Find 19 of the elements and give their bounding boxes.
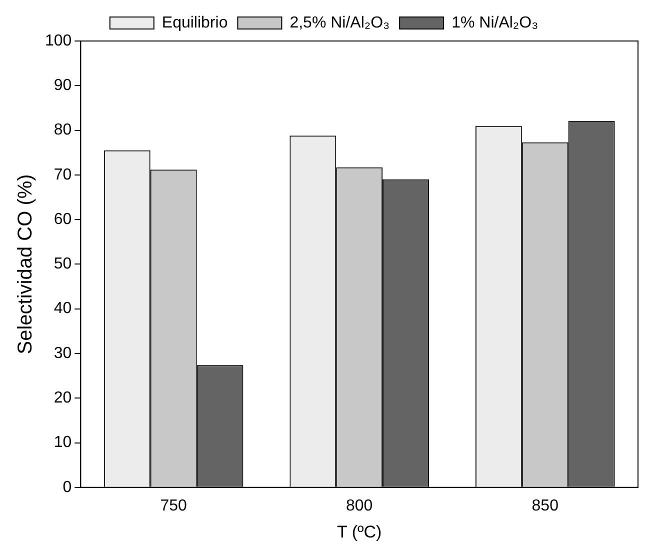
- y-axis-title: Selectividad CO (%): [14, 174, 37, 354]
- y-tick-label: 50: [54, 256, 72, 273]
- legend-label: 2,5% Ni/Al₂O₃: [290, 14, 390, 32]
- y-tick-label: 40: [54, 300, 72, 318]
- x-axis-title: T (ºC): [337, 522, 382, 542]
- y-tick-label: 30: [54, 344, 72, 362]
- y-tick-label: 60: [54, 210, 72, 228]
- y-tick-label: 100: [44, 32, 72, 50]
- legend-label: 1% Ni/Al₂O₃: [452, 14, 538, 32]
- y-tick-label: 90: [54, 77, 72, 94]
- y-tick-label: 10: [54, 434, 72, 452]
- legend-label: Equilibrio: [162, 14, 228, 32]
- y-tick-label: 80: [54, 122, 72, 139]
- x-tick-label: 750: [160, 497, 188, 514]
- y-tick-label: 20: [54, 390, 72, 407]
- y-tick-label: 70: [54, 166, 72, 184]
- x-tick-label: 800: [346, 497, 373, 514]
- y-tick-label: 0: [62, 478, 72, 496]
- x-tick-label: 850: [532, 497, 559, 514]
